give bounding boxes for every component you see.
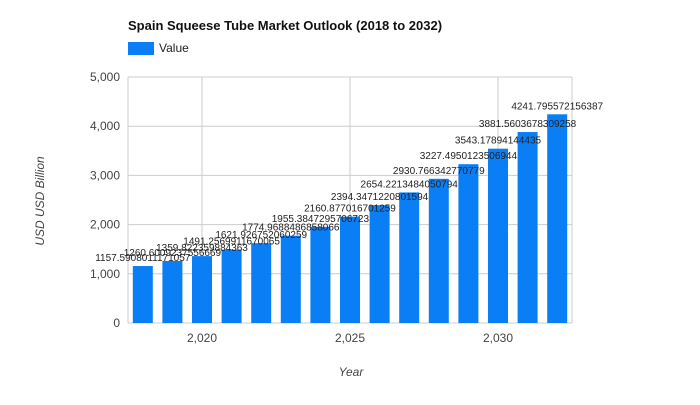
y-tick-label: 4,000 [90, 119, 120, 133]
bar [369, 205, 390, 323]
x-tick-label: 2,020 [187, 331, 217, 345]
data-label: 1955.3847295706723 [272, 214, 370, 225]
bar [399, 192, 420, 323]
data-label: 2394.3471220801594 [331, 192, 429, 203]
bar [280, 235, 301, 323]
bar [310, 226, 331, 323]
bar [488, 148, 508, 323]
y-tick-label: 5,000 [90, 70, 120, 84]
data-label: 3881.5603678309258 [479, 119, 577, 130]
x-tick-label: 2,025 [335, 331, 365, 345]
x-tick-label: 2,030 [483, 331, 513, 345]
data-label: 2160.877016701259 [304, 204, 396, 215]
data-label: 1157.5908011171057 [95, 253, 191, 264]
data-label: 1359.822359884363 [156, 243, 248, 254]
data-label: 2930.766342770779 [393, 166, 485, 177]
bar [517, 132, 538, 323]
y-tick-label: 2,000 [90, 218, 120, 232]
bar [458, 164, 479, 323]
legend-swatch [128, 41, 154, 55]
y-tick-label: 3,000 [90, 168, 120, 182]
bar [547, 114, 568, 324]
bar [221, 249, 242, 323]
data-label: 1621.926752060259 [215, 230, 307, 241]
data-label: 2654.2213484050794 [361, 179, 459, 190]
bar [132, 266, 153, 323]
bar [340, 216, 360, 323]
data-label: 4241.795572156387 [511, 101, 603, 112]
chart-title: Spain Squeese Tube Market Outlook (2018 … [128, 18, 443, 33]
y-tick-label: 0 [113, 316, 120, 330]
bar [162, 260, 183, 323]
data-label: 3543.17894144435 [455, 136, 542, 147]
bar [428, 178, 449, 323]
y-tick-label: 1,000 [90, 267, 120, 281]
data-label: 1774.9688486858066 [242, 223, 340, 234]
x-axis-title: Year [339, 365, 365, 379]
data-label: 1491.2569911670065 [183, 237, 280, 248]
bar [192, 256, 212, 323]
y-axis-title: USD USD Billion [33, 156, 47, 246]
bar [251, 243, 272, 323]
data-label: 1260.6009237556669 [124, 248, 222, 259]
legend-label: Value [159, 41, 189, 55]
legend[interactable]: Value [128, 41, 189, 55]
data-label: 3227.4950123506944 [420, 151, 518, 162]
